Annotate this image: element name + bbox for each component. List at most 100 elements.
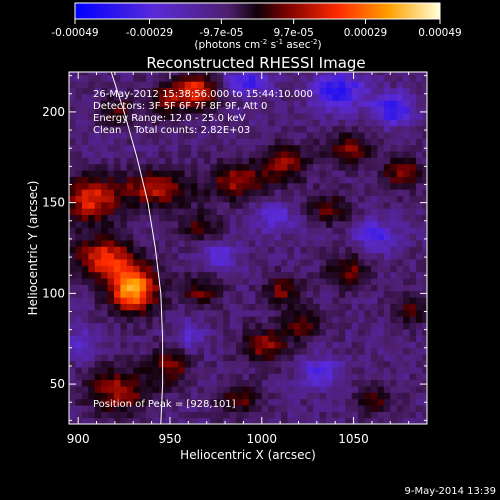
heatmap-cell: [210, 100, 218, 108]
heatmap-cell: [377, 131, 385, 139]
heatmap-cell: [242, 169, 250, 177]
heatmap-cell: [197, 303, 205, 311]
heatmap-cell: [113, 100, 122, 108]
heatmap-cell: [371, 290, 379, 298]
heatmap-cell: [306, 119, 314, 127]
heatmap-cell: [191, 392, 199, 400]
heatmap-cell: [306, 366, 314, 374]
heatmap-cell: [146, 366, 154, 374]
heatmap-cell: [313, 335, 321, 343]
heatmap-cell: [236, 195, 244, 203]
heatmap-cell: [403, 93, 411, 101]
heatmap-cell: [165, 379, 173, 387]
heatmap-cell: [338, 246, 346, 254]
heatmap-cell: [409, 265, 417, 273]
heatmap-cell: [377, 239, 385, 247]
heatmap-cell: [293, 195, 301, 203]
heatmap-cell: [210, 227, 218, 235]
heatmap-cell: [268, 284, 276, 292]
heatmap-cell: [281, 93, 289, 101]
heatmap-cell: [319, 112, 327, 120]
heatmap-cell: [203, 271, 211, 279]
heatmap-cell: [371, 220, 379, 228]
heatmap-cell: [338, 138, 346, 146]
heatmap-cell: [133, 163, 141, 171]
heatmap-cell: [101, 163, 109, 171]
heatmap-cell: [358, 81, 366, 89]
heatmap-cell: [69, 316, 77, 323]
heatmap-cell: [101, 131, 109, 139]
heatmap-cell: [203, 277, 211, 285]
heatmap-cell: [88, 189, 96, 196]
heatmap-cell: [403, 309, 411, 317]
heatmap-cell: [300, 74, 308, 82]
heatmap-cell: [165, 373, 173, 381]
heatmap-cell: [113, 322, 122, 330]
heatmap-cell: [377, 176, 385, 184]
heatmap-cell: [409, 379, 417, 387]
heatmap-cell: [171, 309, 179, 317]
heatmap-cell: [319, 417, 327, 424]
heatmap-cell: [300, 404, 308, 412]
heatmap-cell: [293, 328, 301, 336]
heatmap-cell: [184, 296, 192, 304]
heatmap-cell: [319, 125, 327, 133]
heatmap-cell: [377, 354, 385, 362]
heatmap-cell: [319, 150, 327, 158]
heatmap-cell: [75, 341, 83, 349]
heatmap-cell: [223, 373, 231, 381]
heatmap-cell: [306, 208, 314, 216]
heatmap-cell: [390, 163, 398, 171]
heatmap-cell: [383, 366, 391, 374]
heatmap-cell: [326, 265, 334, 273]
heatmap-cell: [313, 163, 321, 171]
heatmap-cell: [248, 227, 256, 235]
heatmap-cell: [326, 100, 334, 108]
heatmap-cell: [415, 233, 424, 241]
heatmap-cell: [94, 385, 102, 393]
heatmap-cell: [146, 112, 154, 120]
heatmap-cell: [415, 163, 424, 171]
heatmap-cell: [326, 169, 334, 177]
heatmap-cell: [371, 227, 379, 235]
heatmap-cell: [229, 309, 237, 317]
heatmap-cell: [300, 322, 308, 330]
heatmap-cell: [184, 277, 192, 285]
heatmap-cell: [364, 246, 372, 254]
heatmap-cell: [242, 138, 250, 146]
heatmap-cell: [113, 316, 122, 323]
heatmap-cell: [383, 195, 391, 203]
heatmap-cell: [69, 163, 77, 171]
heatmap-cell: [255, 239, 263, 247]
heatmap-cell: [133, 150, 141, 158]
heatmap-cell: [287, 239, 295, 247]
heatmap-cell: [306, 277, 314, 285]
heatmap-cell: [152, 392, 160, 400]
heatmap-cell: [126, 74, 134, 82]
heatmap-cell: [396, 277, 404, 285]
heatmap-cell: [81, 150, 89, 158]
heatmap-cell: [255, 163, 263, 171]
heatmap-cell: [332, 144, 340, 152]
heatmap-cell: [75, 303, 83, 311]
heatmap-cell: [358, 411, 366, 419]
heatmap-cell: [281, 404, 289, 412]
heatmap-cell: [101, 385, 109, 393]
heatmap-cell: [255, 328, 263, 336]
heatmap-cell: [216, 360, 224, 368]
heatmap-cell: [242, 208, 250, 216]
heatmap-cell: [81, 303, 89, 311]
heatmap-cell: [81, 252, 89, 260]
heatmap-cell: [261, 176, 269, 184]
heatmap-cell: [101, 296, 109, 304]
heatmap-cell: [409, 360, 417, 368]
heatmap-cell: [364, 404, 372, 412]
heatmap-cell: [377, 144, 385, 152]
heatmap-cell: [345, 290, 353, 298]
heatmap-cell: [396, 398, 404, 406]
heatmap-cell: [113, 258, 122, 266]
heatmap-cell: [377, 246, 385, 254]
heatmap-cell: [229, 163, 237, 171]
heatmap-cell: [210, 74, 218, 82]
heatmap-cell: [158, 277, 166, 285]
